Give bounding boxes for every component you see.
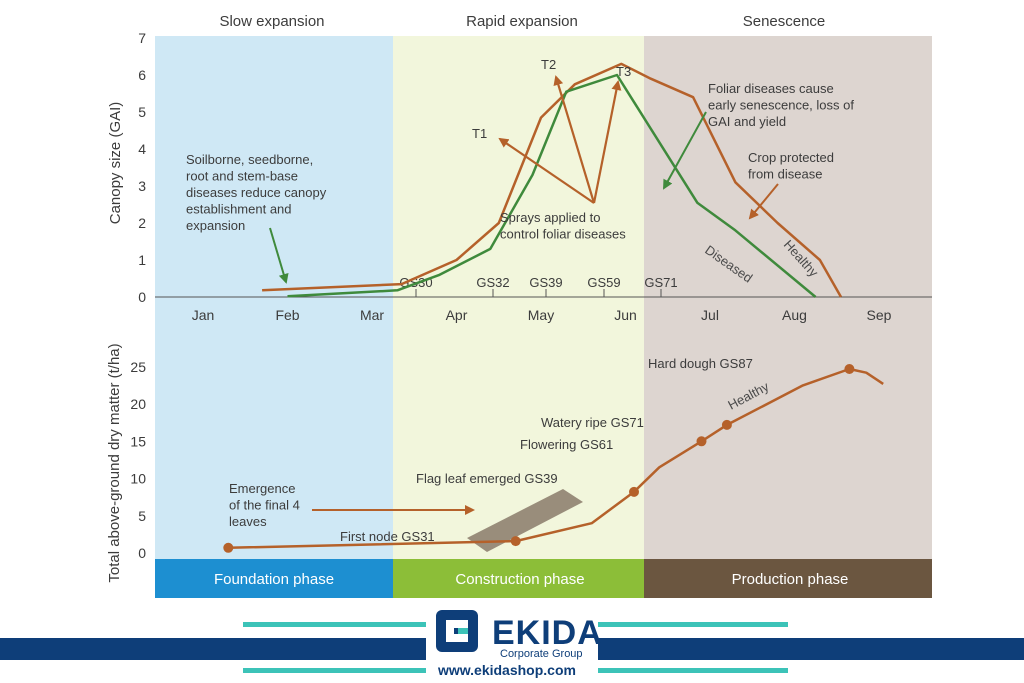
bottom-series-group: [223, 364, 884, 553]
bottom-y-tick-label: 15: [130, 433, 146, 449]
top-y-tick-label: 7: [138, 30, 146, 46]
marker-label-first-node: First node GS31: [340, 529, 435, 544]
marker-label-flowering: Flowering GS61: [520, 437, 613, 452]
emergence-annotation: Emergence of the final 4 leaves: [229, 481, 300, 529]
top-x-ticks: Jan Feb Mar Apr May Jun Jul Aug Sep: [192, 307, 892, 323]
month-tick-label: Apr: [446, 307, 468, 323]
spray-label-t2: T2: [541, 57, 556, 72]
senescence-region: [644, 36, 932, 598]
logo-brand: EKIDA: [492, 614, 603, 652]
growth-stage-marker: [696, 436, 707, 447]
logo-url[interactable]: www.ekidashop.com: [438, 662, 576, 678]
month-tick-label: Jan: [192, 307, 215, 323]
top-y-tick-label: 1: [138, 252, 146, 268]
footer-accent-left-top: [243, 622, 426, 627]
marker-label-hard-dough: Hard dough GS87: [648, 356, 753, 371]
bottom-y-tick-label: 20: [130, 396, 146, 412]
crop-protected-annotation: Crop protected from disease: [748, 150, 834, 182]
month-tick-label: Jul: [701, 307, 719, 323]
production-band: [644, 559, 932, 598]
production-band-label: Production phase: [732, 571, 849, 588]
marker-label-watery-ripe: Watery ripe GS71: [541, 415, 644, 430]
growth-stage-marker: [629, 486, 639, 497]
rapid-expansion-region: [393, 36, 644, 598]
month-tick-label: Sep: [867, 307, 892, 323]
growth-stage-marker: [223, 542, 234, 553]
top-series-group: [262, 62, 843, 298]
phase-title-slow: Slow expansion: [219, 13, 324, 30]
soilborne-arrow: [269, 227, 289, 284]
spray-annotation: Sprays applied to control foliar diseases: [500, 210, 626, 242]
top-y-tick-label: 6: [138, 67, 146, 83]
series-line-diseased: [287, 73, 817, 298]
marker-label-flag-leaf: Flag leaf emerged GS39: [416, 471, 558, 486]
spray-label-t3: T3: [616, 64, 631, 79]
top-y-tick-label: 5: [138, 104, 146, 120]
footer-accent-right-top: [598, 622, 788, 627]
construction-band: [393, 559, 644, 598]
leaf-emergence-band: [467, 489, 583, 552]
series-line-healthy: [262, 62, 843, 298]
phase-title-rapid: Rapid expansion: [466, 13, 578, 30]
construction-band-label: Construction phase: [455, 571, 584, 588]
foundation-band-label: Foundation phase: [214, 571, 334, 588]
spray-label-t1: T1: [472, 126, 487, 141]
top-y-tick-label: 2: [138, 215, 146, 231]
crop-protected-arrow: [748, 183, 779, 220]
slow-expansion-region: [155, 36, 393, 598]
spray-arrows: [498, 75, 622, 204]
growth-stage-label: GS71: [644, 275, 677, 290]
footer-bar-right: [598, 638, 1024, 660]
top-y-tick-label: 3: [138, 178, 146, 194]
bottom-y-ticks: 0 5 10 15 20 25: [130, 359, 146, 561]
growth-stage-label: GS32: [476, 275, 509, 290]
bottom-y-tick-label: 25: [130, 359, 146, 375]
footer-bar-left: [0, 638, 426, 660]
foundation-band: [155, 559, 393, 598]
soilborne-annotation: Soilborne, seedborne, root and stem-base d…: [186, 152, 327, 233]
top-y-tick-label: 4: [138, 141, 146, 157]
month-tick-label: May: [528, 307, 554, 323]
bottom-y-tick-label: 10: [130, 471, 146, 487]
growth-stage-label: GS39: [529, 275, 562, 290]
footer-accent-left-bottom: [243, 668, 426, 673]
month-tick-label: Mar: [360, 307, 384, 323]
logo-subtitle: Corporate Group: [500, 648, 583, 660]
bottom-y-tick-label: 5: [138, 508, 146, 524]
growth-stage-marker: [844, 364, 855, 374]
month-tick-label: Feb: [275, 307, 299, 323]
foliar-disease-annotation: Foliar diseases cause early senescence, l…: [708, 81, 854, 129]
top-y-axis-label: Canopy size (GAI): [107, 102, 124, 225]
top-y-ticks: 0 1 2 3 4 5 6 7: [138, 30, 146, 305]
month-tick-label: Jun: [614, 307, 637, 323]
month-tick-label: Aug: [782, 307, 807, 323]
footer-accent-right-bottom: [598, 668, 788, 673]
top-y-tick-label: 0: [138, 289, 146, 305]
foliar-disease-arrow: [663, 111, 707, 190]
phase-title-senescence: Senescence: [743, 13, 826, 30]
bottom-y-axis-label: Total above-ground dry matter (t/ha): [106, 343, 123, 582]
growth-stage-marker: [510, 536, 521, 547]
growth-stage-marker: [721, 419, 732, 430]
ekida-logo-icon: [436, 610, 478, 652]
growth-stage-label: GS59: [587, 275, 620, 290]
bottom-y-tick-label: 0: [138, 545, 146, 561]
